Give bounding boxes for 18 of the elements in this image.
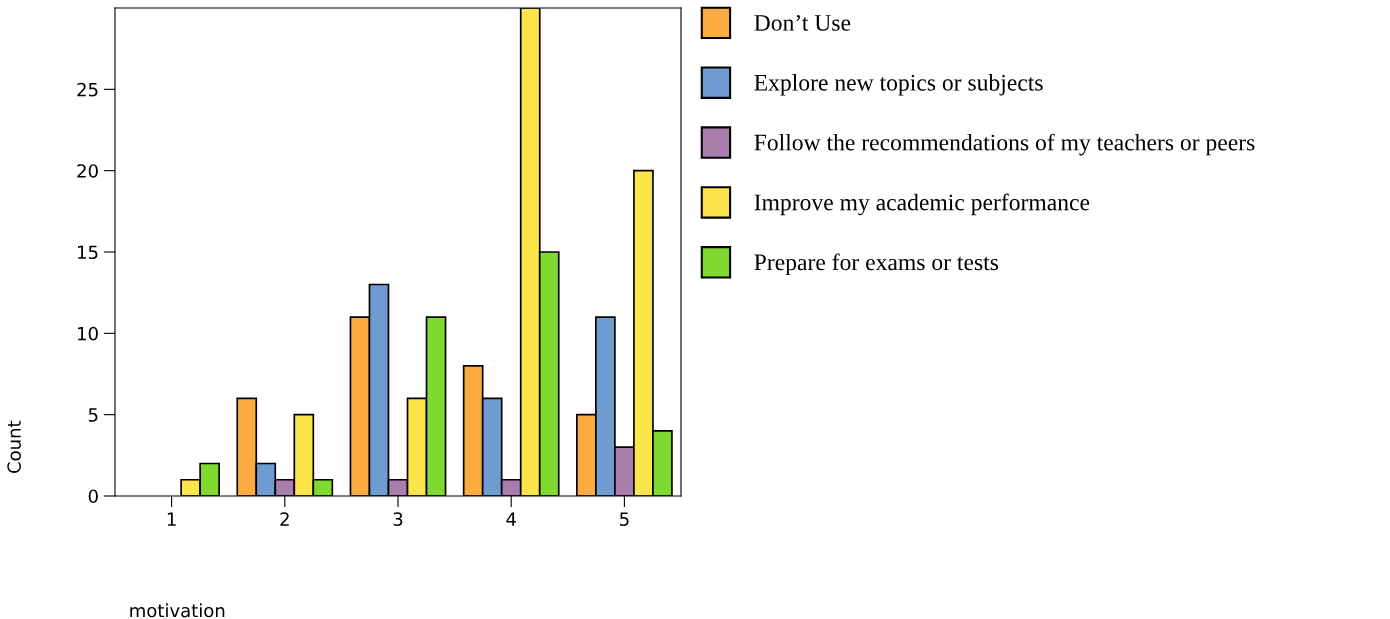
x-tick-label: 4 xyxy=(506,512,516,526)
y-tick-label: 20 xyxy=(77,164,98,178)
y-tick-label: 0 xyxy=(88,489,98,504)
x-tick-label: 2 xyxy=(280,512,289,526)
y-tick-label: 25 xyxy=(77,82,98,97)
x-tick-label: 1 xyxy=(167,512,176,526)
legend-label: Explore new topics or subjects xyxy=(754,74,1043,96)
legend-label: Follow the recommendations of my teachers or peers xyxy=(754,133,1255,156)
legend-label: Don’t Use xyxy=(754,14,851,31)
y-tick-label: 10 xyxy=(78,326,98,341)
y-tick-label: 5 xyxy=(88,408,98,422)
x-tick-label: 5 xyxy=(620,512,629,526)
legend-label: Prepare for exams or tests xyxy=(754,253,999,276)
x-axis-title: motivation xyxy=(130,603,225,618)
x-tick-label: 3 xyxy=(393,512,403,526)
y-tick-label: 15 xyxy=(78,245,98,260)
y-axis-title: Count xyxy=(7,420,21,473)
legend-label: Improve my academic performance xyxy=(754,193,1090,216)
